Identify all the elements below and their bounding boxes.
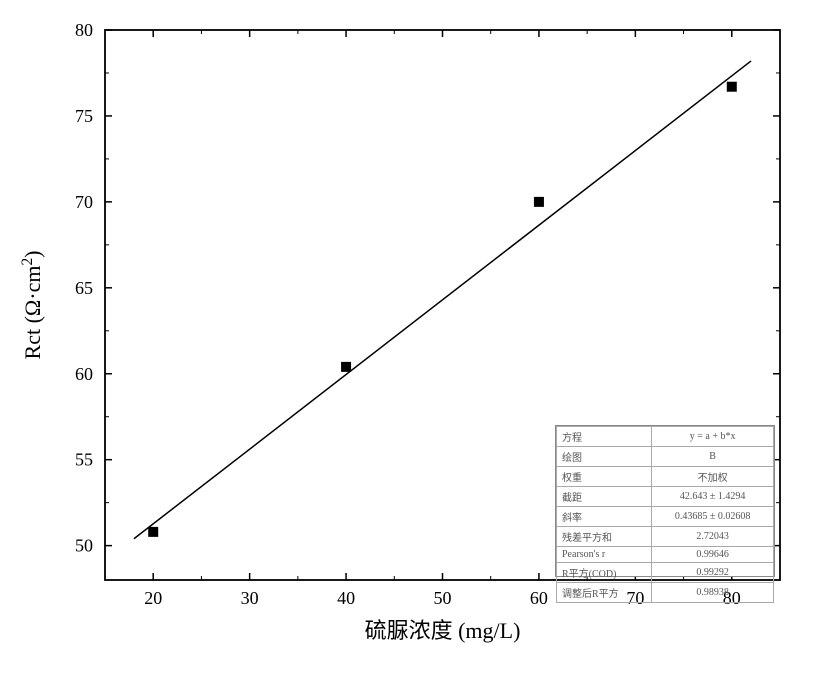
stats-value: 0.98938 <box>652 583 774 603</box>
x-tick-label: 40 <box>337 588 355 608</box>
stats-row: 残差平方和2.72043 <box>557 527 774 547</box>
stats-value: 2.72043 <box>652 527 774 547</box>
chart-container: 2030405060708050556065707580硫脲浓度 (mg/L)R… <box>0 0 833 694</box>
stats-value: 0.43685 ± 0.02608 <box>652 507 774 527</box>
fit-statistics-table: 方程y = a + b*x绘图B权重不加权截距42.643 ± 1.4294斜率… <box>555 425 775 577</box>
data-point <box>341 362 351 372</box>
stats-value: 不加权 <box>652 467 774 487</box>
stats-label: R平方(COD) <box>557 563 652 583</box>
stats-row: Pearson's r0.99646 <box>557 547 774 563</box>
data-point <box>148 527 158 537</box>
data-point <box>727 82 737 92</box>
stats-label: Pearson's r <box>557 547 652 563</box>
stats-label: 权重 <box>557 467 652 487</box>
stats-label: 方程 <box>557 427 652 447</box>
stats-value: 0.99646 <box>652 547 774 563</box>
y-tick-label: 70 <box>75 192 93 212</box>
x-tick-label: 50 <box>434 588 452 608</box>
stats-row: 权重不加权 <box>557 467 774 487</box>
y-tick-label: 55 <box>75 450 93 470</box>
y-axis-label: Rct (Ω·cm2) <box>19 251 46 360</box>
y-tick-label: 80 <box>75 20 93 40</box>
stats-row: 方程y = a + b*x <box>557 427 774 447</box>
stats-row: 截距42.643 ± 1.4294 <box>557 487 774 507</box>
stats-label: 绘图 <box>557 447 652 467</box>
y-tick-label: 50 <box>75 536 93 556</box>
stats-label: 调整后R平方 <box>557 583 652 603</box>
stats-row: R平方(COD)0.99292 <box>557 563 774 583</box>
stats-value: 42.643 ± 1.4294 <box>652 487 774 507</box>
stats-row: 绘图B <box>557 447 774 467</box>
x-axis-label: 硫脲浓度 (mg/L) <box>365 618 521 643</box>
stats-value: 0.99292 <box>652 563 774 583</box>
stats-row: 调整后R平方0.98938 <box>557 583 774 603</box>
y-tick-label: 65 <box>75 278 93 298</box>
y-tick-label: 75 <box>75 106 93 126</box>
data-point <box>534 197 544 207</box>
y-tick-label: 60 <box>75 364 93 384</box>
x-tick-label: 20 <box>144 588 162 608</box>
stats-label: 截距 <box>557 487 652 507</box>
x-tick-label: 60 <box>530 588 548 608</box>
x-tick-label: 30 <box>241 588 259 608</box>
stats-value: B <box>652 447 774 467</box>
stats-label: 残差平方和 <box>557 527 652 547</box>
stats-value: y = a + b*x <box>652 427 774 447</box>
stats-label: 斜率 <box>557 507 652 527</box>
stats-row: 斜率0.43685 ± 0.02608 <box>557 507 774 527</box>
